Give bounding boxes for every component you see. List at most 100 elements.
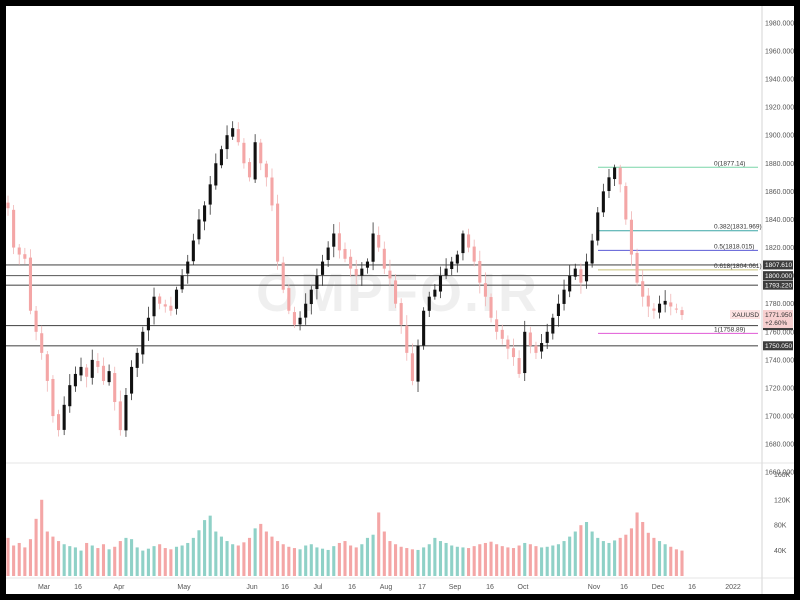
- volume-bar: [326, 549, 330, 576]
- candle-body: [613, 167, 617, 180]
- candle-body: [180, 275, 184, 290]
- volume-bar: [62, 544, 66, 576]
- price-tick-label: 1700.000: [765, 414, 794, 421]
- volume-bar: [163, 548, 167, 576]
- level-label: 1793.220: [765, 282, 792, 289]
- candle-body: [208, 184, 212, 205]
- time-tick-label: Oct: [518, 584, 529, 591]
- volume-bar: [399, 546, 403, 576]
- volume-bar: [540, 547, 544, 576]
- candle-body: [23, 254, 27, 259]
- volume-bar: [236, 545, 240, 576]
- volume-bar: [6, 537, 10, 576]
- price-tick-label: 1960.000: [765, 48, 794, 55]
- volume-bar: [483, 542, 487, 576]
- volume-bar: [377, 512, 381, 576]
- candle-body: [79, 366, 83, 376]
- volume-bar: [646, 532, 650, 576]
- time-tick-label: Nov: [588, 584, 601, 591]
- candle-body: [540, 343, 544, 352]
- volume-bar: [551, 545, 555, 576]
- level-label: 1800.000: [765, 273, 792, 280]
- volume-tick-label: 160K: [774, 472, 791, 479]
- level-tag: [763, 341, 793, 351]
- candle-body: [450, 261, 454, 270]
- fib-label: 0(1877.14): [714, 160, 745, 167]
- candle-body: [562, 289, 566, 304]
- time-tick-label: 16: [620, 584, 628, 591]
- volume-bar: [534, 546, 538, 576]
- volume-bar: [169, 549, 173, 576]
- volume-bar: [500, 546, 504, 576]
- volume-bar: [438, 541, 443, 576]
- candle-body: [214, 163, 218, 186]
- volume-bar: [511, 548, 516, 576]
- volume-bar: [579, 525, 583, 576]
- trading-chart[interactable]: OMPFO.IR 1980.0001960.0001940.0001920.00…: [6, 6, 794, 594]
- candle-body: [500, 329, 504, 339]
- volume-bar: [427, 544, 431, 576]
- volume-bar: [79, 550, 83, 576]
- volume-bar: [607, 542, 611, 576]
- volume-bar: [332, 546, 336, 576]
- candle-body: [45, 354, 49, 381]
- candle-body: [399, 303, 403, 325]
- volume-bar: [523, 542, 527, 576]
- volume-bar: [657, 541, 662, 576]
- candle-body: [130, 366, 134, 394]
- price-tick-label: 1920.000: [765, 105, 794, 112]
- candle-body: [461, 233, 465, 254]
- volume-bar: [34, 518, 38, 576]
- price-tick-label: 1980.000: [765, 20, 794, 27]
- volume-tick-label: 80K: [774, 523, 787, 530]
- volume-bar: [51, 536, 55, 576]
- volume-bar: [124, 537, 128, 576]
- volume-bar: [337, 542, 341, 576]
- volume-tick-label: 120K: [774, 497, 791, 504]
- time-tick-label: Mar: [38, 584, 51, 591]
- candle-body: [203, 205, 207, 222]
- candle-body: [472, 246, 476, 262]
- time-tick-label: 17: [418, 584, 426, 591]
- volume-bar: [287, 546, 291, 576]
- volume-bar: [506, 547, 510, 576]
- candle-body: [669, 302, 673, 307]
- candle-body: [680, 310, 684, 316]
- candle-body: [113, 373, 117, 403]
- candle-body: [427, 296, 431, 311]
- candle-body: [478, 261, 482, 283]
- price-tick-label: 1900.000: [765, 133, 794, 140]
- candle-body: [483, 283, 487, 297]
- price-tick-label: 1940.000: [765, 77, 794, 84]
- volume-bar: [309, 544, 313, 576]
- price-tick-label: 1780.000: [765, 301, 794, 308]
- candle-body: [287, 288, 291, 311]
- candle-body: [281, 262, 285, 290]
- time-tick-label: Sep: [449, 584, 462, 591]
- candle-body: [444, 268, 448, 276]
- volume-bar: [455, 546, 459, 576]
- candle-body: [573, 268, 577, 277]
- candle-body: [601, 191, 605, 213]
- candle-body: [657, 303, 662, 313]
- volume-bar: [635, 512, 639, 576]
- candle-body: [343, 248, 347, 259]
- time-tick-label: 16: [688, 584, 696, 591]
- volume-bar: [186, 542, 190, 576]
- candle-body: [191, 240, 195, 262]
- candle-body: [298, 317, 302, 325]
- candle-body: [438, 275, 443, 292]
- volume-bar: [624, 534, 628, 576]
- candle-body: [51, 378, 55, 417]
- candle-body: [163, 304, 167, 307]
- candle-body: [270, 177, 274, 206]
- candle-body: [528, 332, 532, 346]
- volume-bar: [158, 544, 162, 576]
- candle-body: [247, 162, 252, 178]
- candle-body: [57, 414, 61, 431]
- volume-bar: [208, 515, 212, 576]
- volume-bar: [259, 523, 263, 576]
- volume-bar: [573, 531, 577, 576]
- candle-body: [174, 289, 179, 309]
